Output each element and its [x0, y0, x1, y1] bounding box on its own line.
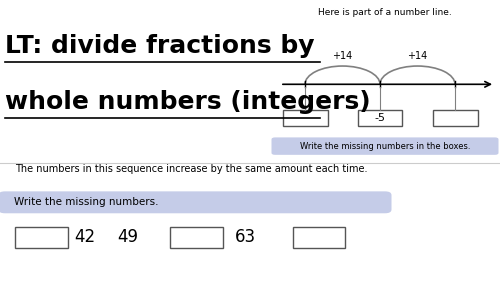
Text: 49: 49 — [117, 228, 138, 246]
Text: +14: +14 — [332, 51, 352, 61]
FancyBboxPatch shape — [432, 110, 478, 126]
Text: +14: +14 — [408, 51, 428, 61]
Text: LT: divide fractions by: LT: divide fractions by — [5, 34, 314, 58]
Text: -5: -5 — [374, 113, 386, 123]
FancyBboxPatch shape — [272, 137, 498, 155]
Text: Here is part of a number line.: Here is part of a number line. — [318, 8, 451, 17]
FancyBboxPatch shape — [282, 110, 328, 126]
FancyBboxPatch shape — [358, 110, 403, 126]
FancyBboxPatch shape — [170, 227, 222, 248]
Text: Write the missing numbers.: Write the missing numbers. — [14, 197, 158, 207]
Text: 63: 63 — [234, 228, 256, 246]
Text: whole numbers (integers): whole numbers (integers) — [5, 90, 370, 114]
FancyBboxPatch shape — [292, 227, 345, 248]
FancyBboxPatch shape — [15, 227, 68, 248]
Text: Write the missing numbers in the boxes.: Write the missing numbers in the boxes. — [300, 142, 470, 151]
FancyBboxPatch shape — [0, 191, 392, 213]
Text: The numbers in this sequence increase by the same amount each time.: The numbers in this sequence increase by… — [15, 164, 368, 175]
Text: 42: 42 — [74, 228, 96, 246]
